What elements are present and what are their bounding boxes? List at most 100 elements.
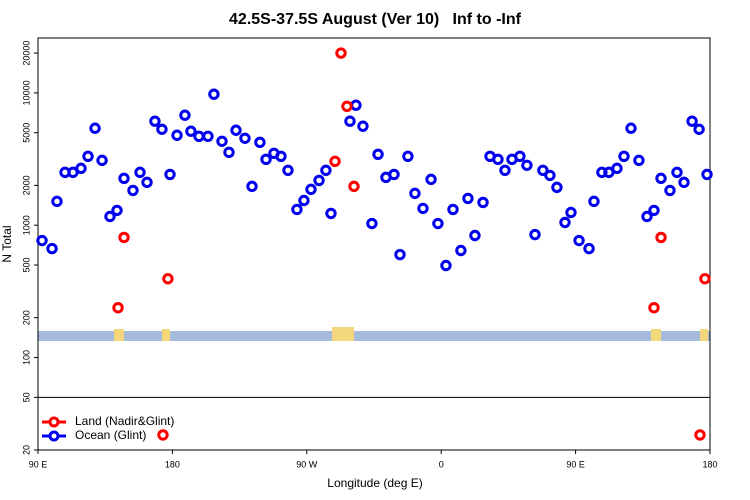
band-land — [162, 329, 170, 341]
point — [341, 100, 353, 113]
surface-band — [38, 327, 710, 341]
point — [388, 168, 400, 181]
y-tick-label: 10000 — [21, 80, 31, 105]
point — [230, 124, 242, 136]
point — [112, 301, 124, 314]
chart-title: 42.5S-37.5S August (Ver 10) Inf to -Inf — [229, 11, 522, 28]
y-tick-label: 5000 — [21, 123, 31, 143]
point — [409, 187, 421, 200]
point — [118, 231, 130, 244]
legend-marker — [48, 416, 60, 428]
point — [298, 194, 310, 207]
point — [156, 123, 168, 135]
band — [38, 331, 710, 341]
point — [455, 244, 467, 257]
point — [202, 130, 214, 142]
point — [348, 180, 360, 193]
point — [686, 115, 698, 127]
point — [477, 196, 489, 209]
legend-label: Ocean (Glint) — [75, 428, 146, 442]
y-tick-label: 1000 — [21, 215, 31, 235]
point — [699, 273, 711, 285]
point — [344, 115, 356, 127]
point — [350, 99, 362, 111]
point — [282, 164, 294, 177]
point — [104, 210, 116, 223]
x-tick-label: 90 W — [296, 459, 318, 469]
point — [655, 231, 667, 244]
point — [641, 210, 653, 223]
point — [46, 242, 58, 255]
band-land — [114, 329, 124, 341]
point — [89, 122, 101, 134]
point — [179, 109, 191, 121]
point — [544, 169, 556, 182]
x-axis-label: Longitude (deg E) — [327, 476, 422, 490]
point — [394, 248, 406, 261]
y-axis-label: N Total — [0, 225, 14, 262]
point — [329, 155, 341, 168]
point — [648, 204, 660, 217]
point — [239, 132, 251, 144]
x-tick-label: 90 E — [566, 459, 585, 469]
point — [462, 192, 474, 205]
point — [325, 207, 337, 220]
point — [223, 146, 235, 159]
point — [529, 228, 541, 241]
point — [320, 164, 332, 177]
point — [573, 234, 585, 247]
y-tick-label: 200 — [21, 310, 31, 325]
point — [671, 166, 683, 179]
legend-label: Land (Nadir&Glint) — [75, 414, 174, 428]
legend-marker — [48, 430, 60, 442]
point — [171, 129, 183, 141]
point — [118, 172, 130, 185]
point — [357, 120, 369, 132]
point — [260, 153, 272, 166]
point — [648, 301, 660, 314]
point — [537, 164, 549, 177]
point — [254, 136, 266, 149]
band-land — [651, 329, 661, 341]
x-tick-label: 0 — [439, 459, 444, 469]
band-land — [700, 329, 708, 341]
point — [291, 203, 303, 216]
y-tick-label: 20000 — [21, 41, 31, 66]
point — [499, 164, 511, 177]
point — [694, 429, 706, 441]
point — [402, 150, 414, 162]
point — [551, 181, 563, 194]
y-tick-label: 500 — [21, 258, 31, 273]
point — [432, 217, 444, 230]
y-tick-label: 20 — [21, 445, 31, 455]
y-tick-label: 100 — [21, 350, 31, 365]
point — [51, 195, 63, 208]
point — [655, 172, 667, 185]
point — [440, 259, 452, 272]
point — [447, 203, 459, 216]
point — [141, 176, 153, 189]
point — [625, 122, 637, 134]
point — [633, 154, 645, 167]
point — [305, 183, 317, 196]
band-land — [332, 327, 354, 341]
point — [678, 176, 690, 189]
point — [36, 234, 48, 247]
point — [417, 202, 429, 215]
point — [583, 242, 595, 255]
point — [335, 47, 347, 59]
point — [157, 429, 169, 441]
point — [275, 150, 287, 162]
point — [492, 153, 504, 166]
x-tick-label: 180 — [165, 459, 180, 469]
point — [82, 150, 94, 162]
point — [193, 130, 205, 142]
x-tick-label: 90 E — [29, 459, 48, 469]
point — [185, 125, 197, 137]
point — [75, 162, 87, 175]
point — [559, 216, 571, 229]
point — [366, 217, 378, 230]
point — [127, 184, 139, 197]
x-tick-label: 180 — [702, 459, 717, 469]
point — [618, 150, 630, 162]
